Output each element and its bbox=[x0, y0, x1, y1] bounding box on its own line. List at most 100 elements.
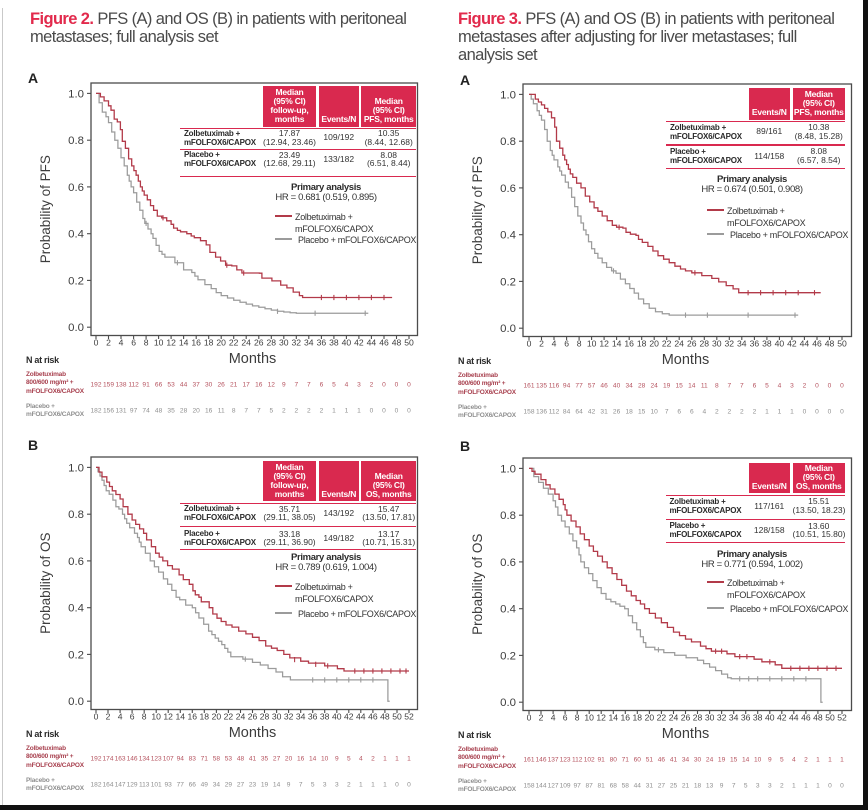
svg-text:2: 2 bbox=[371, 756, 375, 763]
svg-text:112: 112 bbox=[549, 409, 560, 416]
svg-text:44: 44 bbox=[367, 338, 377, 348]
svg-text:16: 16 bbox=[205, 408, 213, 415]
svg-text:137: 137 bbox=[548, 757, 559, 764]
svg-text:144: 144 bbox=[535, 783, 546, 790]
svg-text:50: 50 bbox=[392, 712, 402, 722]
svg-text:0: 0 bbox=[407, 408, 411, 415]
svg-text:42: 42 bbox=[354, 338, 364, 348]
svg-text:48: 48 bbox=[813, 713, 823, 723]
svg-text:84: 84 bbox=[563, 409, 571, 416]
svg-text:31: 31 bbox=[600, 409, 608, 416]
svg-text:18: 18 bbox=[204, 338, 214, 348]
svg-text:156: 156 bbox=[103, 408, 114, 415]
svg-text:16: 16 bbox=[255, 382, 263, 389]
svg-text:2: 2 bbox=[780, 783, 784, 790]
svg-text:46: 46 bbox=[368, 712, 378, 722]
svg-text:6: 6 bbox=[130, 712, 135, 722]
svg-text:0: 0 bbox=[840, 383, 844, 390]
svg-text:34: 34 bbox=[304, 338, 314, 348]
svg-text:32: 32 bbox=[725, 339, 735, 349]
svg-text:24: 24 bbox=[236, 712, 246, 722]
svg-text:74: 74 bbox=[142, 408, 150, 415]
svg-text:127: 127 bbox=[548, 783, 559, 790]
svg-text:26: 26 bbox=[681, 713, 691, 723]
svg-text:Months: Months bbox=[229, 351, 277, 367]
svg-text:7: 7 bbox=[727, 383, 731, 390]
svg-text:107: 107 bbox=[163, 756, 174, 763]
svg-text:5: 5 bbox=[269, 408, 273, 415]
svg-text:53: 53 bbox=[167, 382, 175, 389]
svg-text:9: 9 bbox=[335, 756, 339, 763]
svg-text:12: 12 bbox=[268, 382, 276, 389]
svg-text:4: 4 bbox=[702, 409, 706, 416]
svg-text:2: 2 bbox=[370, 382, 374, 389]
svg-text:Months: Months bbox=[229, 725, 277, 741]
svg-text:53: 53 bbox=[225, 756, 233, 763]
svg-text:0: 0 bbox=[803, 409, 807, 416]
svg-text:0.8: 0.8 bbox=[68, 135, 84, 147]
svg-text:66: 66 bbox=[189, 782, 197, 789]
svg-text:2: 2 bbox=[804, 757, 808, 764]
svg-text:44: 44 bbox=[356, 712, 366, 722]
svg-text:40: 40 bbox=[765, 713, 775, 723]
svg-text:19: 19 bbox=[663, 383, 671, 390]
svg-text:5: 5 bbox=[311, 782, 315, 789]
svg-text:50: 50 bbox=[404, 338, 414, 348]
svg-text:2: 2 bbox=[307, 408, 311, 415]
svg-text:112: 112 bbox=[128, 382, 139, 389]
svg-text:2: 2 bbox=[753, 409, 757, 416]
svg-text:3: 3 bbox=[768, 783, 772, 790]
svg-text:77: 77 bbox=[177, 782, 185, 789]
svg-text:16: 16 bbox=[621, 713, 631, 723]
svg-text:16: 16 bbox=[297, 756, 305, 763]
svg-text:66: 66 bbox=[155, 382, 163, 389]
svg-text:0: 0 bbox=[815, 383, 819, 390]
svg-text:2: 2 bbox=[294, 408, 298, 415]
svg-text:4: 4 bbox=[778, 383, 782, 390]
svg-text:0.6: 0.6 bbox=[68, 556, 84, 568]
svg-text:9: 9 bbox=[720, 783, 724, 790]
svg-text:129: 129 bbox=[127, 782, 138, 789]
svg-text:93: 93 bbox=[165, 782, 173, 789]
svg-text:7: 7 bbox=[294, 382, 298, 389]
svg-text:0: 0 bbox=[395, 408, 399, 415]
svg-text:26: 26 bbox=[687, 339, 697, 349]
svg-text:123: 123 bbox=[151, 756, 162, 763]
svg-text:6: 6 bbox=[690, 409, 694, 416]
svg-text:38: 38 bbox=[329, 338, 339, 348]
svg-text:4: 4 bbox=[792, 757, 796, 764]
svg-text:0: 0 bbox=[828, 383, 832, 390]
svg-text:123: 123 bbox=[560, 757, 571, 764]
svg-text:22: 22 bbox=[662, 339, 672, 349]
svg-text:22: 22 bbox=[224, 712, 234, 722]
svg-text:7: 7 bbox=[740, 383, 744, 390]
svg-text:34: 34 bbox=[737, 339, 747, 349]
svg-text:36: 36 bbox=[741, 713, 751, 723]
svg-text:4: 4 bbox=[359, 756, 363, 763]
svg-text:0: 0 bbox=[407, 382, 411, 389]
svg-text:19: 19 bbox=[261, 782, 269, 789]
svg-text:91: 91 bbox=[142, 382, 150, 389]
svg-text:14: 14 bbox=[609, 713, 619, 723]
svg-text:1: 1 bbox=[345, 408, 349, 415]
svg-text:0.4: 0.4 bbox=[500, 604, 516, 616]
svg-text:1: 1 bbox=[407, 756, 411, 763]
svg-text:2: 2 bbox=[320, 408, 324, 415]
svg-text:46: 46 bbox=[801, 713, 811, 723]
svg-text:34: 34 bbox=[682, 757, 690, 764]
svg-text:12: 12 bbox=[166, 338, 176, 348]
svg-text:10: 10 bbox=[754, 757, 762, 764]
svg-text:48: 48 bbox=[155, 408, 163, 415]
svg-text:159: 159 bbox=[103, 382, 114, 389]
svg-text:2: 2 bbox=[539, 713, 544, 723]
svg-text:0.8: 0.8 bbox=[68, 509, 84, 521]
svg-text:10: 10 bbox=[321, 756, 329, 763]
svg-text:94: 94 bbox=[177, 756, 185, 763]
svg-text:182: 182 bbox=[90, 782, 101, 789]
svg-text:10: 10 bbox=[154, 338, 164, 348]
svg-text:24: 24 bbox=[651, 383, 659, 390]
svg-text:0.4: 0.4 bbox=[68, 229, 84, 241]
svg-text:28: 28 bbox=[700, 339, 710, 349]
svg-text:1: 1 bbox=[383, 756, 387, 763]
svg-text:57: 57 bbox=[588, 383, 596, 390]
